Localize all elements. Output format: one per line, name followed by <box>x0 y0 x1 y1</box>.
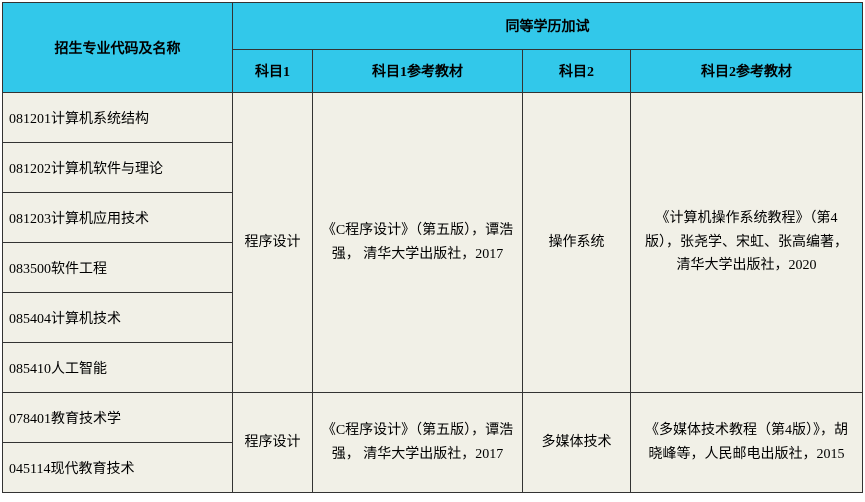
table-row: 081201计算机系统结构 程序设计 《C程序设计》（第五版），谭浩强， 清华大… <box>3 93 863 143</box>
exam-requirements-table: 招生专业代码及名称 同等学历加试 科目1 科目1参考教材 科目2 科目2参考教材… <box>2 2 863 493</box>
major-cell: 078401教育技术学 <box>3 393 233 443</box>
major-cell: 085410人工智能 <box>3 343 233 393</box>
major-cell: 081203计算机应用技术 <box>3 193 233 243</box>
subject1-cell: 程序设计 <box>233 393 313 493</box>
header-major: 招生专业代码及名称 <box>3 3 233 93</box>
header-textbook2: 科目2参考教材 <box>631 50 863 93</box>
header-subject2: 科目2 <box>523 50 631 93</box>
table-row: 078401教育技术学 程序设计 《C程序设计》（第五版），谭浩强， 清华大学出… <box>3 393 863 443</box>
subject2-cell: 操作系统 <box>523 93 631 393</box>
major-cell: 083500软件工程 <box>3 243 233 293</box>
major-cell: 081201计算机系统结构 <box>3 93 233 143</box>
major-cell: 085404计算机技术 <box>3 293 233 343</box>
table-body: 081201计算机系统结构 程序设计 《C程序设计》（第五版），谭浩强， 清华大… <box>3 93 863 493</box>
subject2-cell: 多媒体技术 <box>523 393 631 493</box>
textbook2-cell: 《多媒体技术教程（第4版）》，胡晓峰等，人民邮电出版社，2015 <box>631 393 863 493</box>
textbook1-cell: 《C程序设计》（第五版），谭浩强， 清华大学出版社，2017 <box>313 393 523 493</box>
major-cell: 045114现代教育技术 <box>3 443 233 493</box>
textbook2-cell: 《计算机操作系统教程》（第4版），张尧学、宋虹、张高编著，清华大学出版社，202… <box>631 93 863 393</box>
major-cell: 081202计算机软件与理论 <box>3 143 233 193</box>
header-subject1: 科目1 <box>233 50 313 93</box>
header-textbook1: 科目1参考教材 <box>313 50 523 93</box>
subject1-cell: 程序设计 <box>233 93 313 393</box>
header-group-title: 同等学历加试 <box>233 3 863 50</box>
textbook1-cell: 《C程序设计》（第五版），谭浩强， 清华大学出版社，2017 <box>313 93 523 393</box>
